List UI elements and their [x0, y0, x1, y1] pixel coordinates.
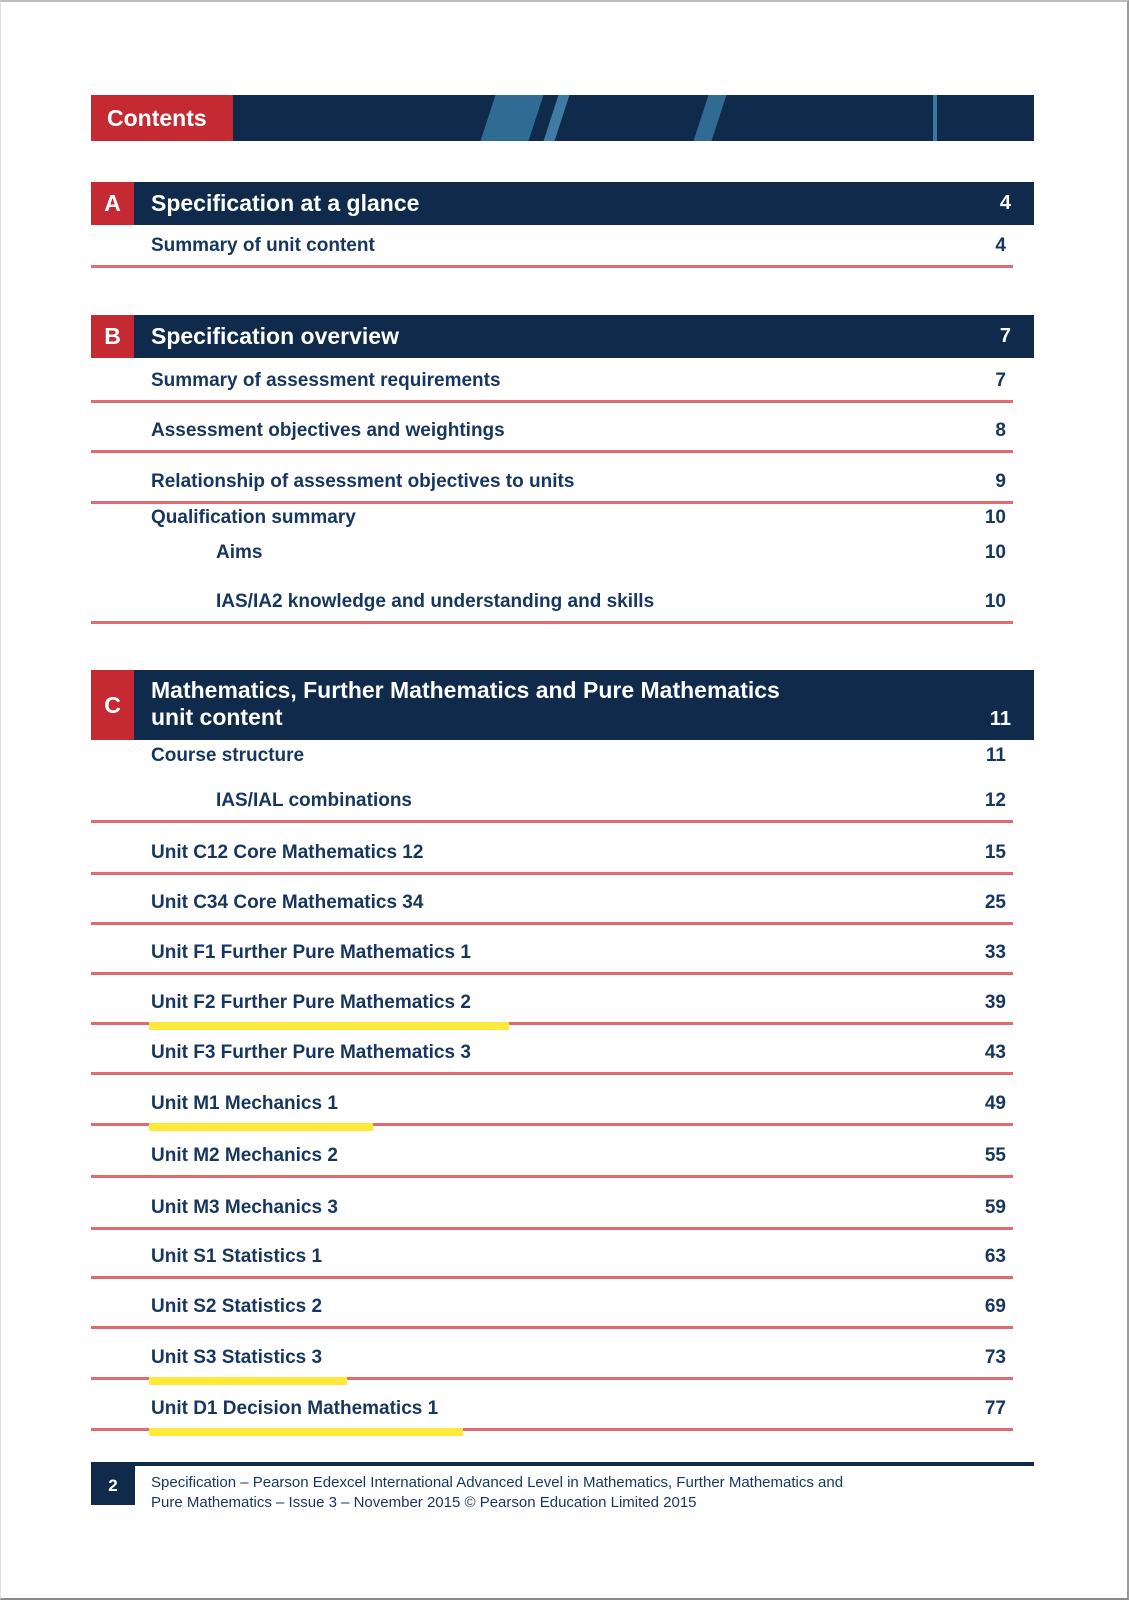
footer-page-number: 2 [91, 1466, 135, 1505]
toc-item-page: 8 [995, 420, 1006, 441]
section-page-number: 4 [999, 192, 1011, 214]
section-title-line2: unit content [151, 704, 283, 730]
toc-item-label: Unit F2 Further Pure Mathematics 2 [151, 992, 471, 1013]
toc-item[interactable]: Unit C34 Core Mathematics 34 25 [91, 875, 1013, 925]
highlight-mark [149, 1123, 373, 1131]
toc-item[interactable]: Course structure 11 [91, 740, 1013, 778]
section-title-line1: Mathematics, Further Mathematics and Pur… [151, 677, 780, 703]
toc-item[interactable]: Unit S1 Statistics 1 63 [91, 1230, 1013, 1279]
toc-item-page: 63 [984, 1246, 1006, 1267]
footer-text: Specification – Pearson Edexcel Internat… [135, 1466, 843, 1513]
toc-item[interactable]: Unit S2 Statistics 2 69 [91, 1279, 1013, 1329]
toc-item[interactable]: Qualification summary 10 [91, 504, 1013, 540]
banner-stripe [692, 95, 728, 141]
toc-item-page: 43 [984, 1042, 1006, 1063]
toc-item[interactable]: Summary of unit content 4 [91, 225, 1013, 268]
section-letter-badge: C [91, 670, 134, 740]
banner-stripe [479, 95, 545, 141]
toc-item-page: 33 [984, 942, 1006, 963]
toc-item[interactable]: Unit M3 Mechanics 3 59 [91, 1178, 1013, 1230]
toc-item[interactable]: Unit F1 Further Pure Mathematics 1 33 [91, 925, 1013, 975]
toc-item-page: 11 [985, 745, 1006, 766]
toc-item-label: Summary of assessment requirements [151, 370, 501, 391]
toc-item-label: Aims [216, 542, 263, 563]
toc-item[interactable]: Unit S3 Statistics 3 73 [91, 1329, 1013, 1385]
toc-item-page: 25 [984, 892, 1006, 913]
toc-item-label: Unit M2 Mechanics 2 [151, 1145, 338, 1166]
toc-item[interactable]: Unit F2 Further Pure Mathematics 2 39 [91, 975, 1013, 1030]
toc-item-page: 55 [984, 1145, 1006, 1166]
toc-item-page: 9 [995, 471, 1006, 492]
toc-item-page: 69 [984, 1296, 1006, 1317]
highlight-mark [149, 1428, 463, 1436]
toc-item-page: 7 [995, 370, 1006, 391]
toc-item[interactable]: Relationship of assessment objectives to… [91, 453, 1013, 504]
toc-item-page: 59 [984, 1197, 1006, 1218]
toc-item-page: 10 [984, 507, 1006, 528]
contents-banner: Contents [91, 95, 1034, 141]
section-header-b[interactable]: B Specification overview 7 [91, 315, 1034, 358]
toc-item[interactable]: Unit D1 Decision Mathematics 1 77 [91, 1380, 1013, 1436]
toc-item-label: Unit M3 Mechanics 3 [151, 1197, 338, 1218]
toc-item-label: Unit S2 Statistics 2 [151, 1296, 323, 1317]
section-letter-badge: A [91, 182, 134, 225]
toc-item-label: Unit C12 Core Mathematics 12 [151, 842, 424, 863]
toc-item[interactable]: Unit F3 Further Pure Mathematics 3 43 [91, 1025, 1013, 1075]
footer-text-line1: Specification – Pearson Edexcel Internat… [151, 1474, 844, 1491]
toc-item-label: Unit S1 Statistics 1 [151, 1246, 323, 1267]
toc-item-page: 15 [984, 842, 1006, 863]
banner-stripe [542, 95, 571, 141]
toc-item-label: Unit D1 Decision Mathematics 1 [151, 1398, 439, 1419]
banner-decoration [233, 95, 1034, 141]
toc-item-label: Qualification summary [151, 507, 356, 528]
toc-item-page: 10 [984, 542, 1006, 563]
toc-item-page: 10 [984, 591, 1006, 612]
contents-title: Contents [91, 95, 233, 141]
toc-item-page: 12 [984, 790, 1006, 811]
toc-item[interactable]: Unit M2 Mechanics 2 55 [91, 1126, 1013, 1178]
toc-item-page: 77 [984, 1398, 1006, 1419]
footer-rule [91, 1462, 1034, 1466]
toc-item-label: IAS/IA2 knowledge and understanding and … [216, 591, 655, 612]
toc-item-label: Unit C34 Core Mathematics 34 [151, 892, 424, 913]
section-header-a[interactable]: A Specification at a glance 4 [91, 182, 1034, 225]
highlight-mark [149, 1377, 347, 1385]
section-letter-badge: B [91, 315, 134, 358]
toc-item[interactable]: Unit M1 Mechanics 1 49 [91, 1075, 1013, 1131]
section-header-c[interactable]: C Mathematics, Further Mathematics and P… [91, 670, 1034, 740]
section-page-number: 7 [999, 325, 1011, 347]
section-title: Specification overview [151, 323, 399, 349]
section-page-number: 11 [989, 708, 1011, 730]
footer-text-line2: Pure Mathematics – Issue 3 – November 20… [151, 1494, 697, 1511]
toc-item-page: 4 [995, 235, 1006, 256]
toc-item-page: 49 [984, 1093, 1006, 1114]
toc-item-page: 39 [984, 992, 1006, 1013]
toc-item-label: Unit S3 Statistics 3 [151, 1347, 323, 1368]
banner-vertical-line [933, 95, 937, 141]
toc-item-label: Course structure [151, 745, 305, 766]
toc-item[interactable]: IAS/IAL combinations 12 [91, 778, 1013, 823]
contents-page-body: Contents A Specification at a glance 4 S… [91, 95, 1034, 1513]
page-footer: 2 Specification – Pearson Edexcel Intern… [91, 1462, 1034, 1513]
toc-item-label: IAS/IAL combinations [216, 790, 413, 811]
toc-item-label: Unit F1 Further Pure Mathematics 1 [151, 942, 471, 963]
toc-item-page: 73 [984, 1347, 1006, 1368]
toc-item-label: Unit M1 Mechanics 1 [151, 1093, 338, 1114]
toc-item[interactable]: Assessment objectives and weightings 8 [91, 403, 1013, 453]
toc-item-label: Relationship of assessment objectives to… [151, 471, 575, 492]
toc-item-label: Summary of unit content [151, 235, 375, 256]
toc-item[interactable]: Aims 10 [91, 540, 1013, 575]
section-title: Specification at a glance [151, 190, 420, 216]
toc-item-label: Unit F3 Further Pure Mathematics 3 [151, 1042, 471, 1063]
toc-item[interactable]: Unit C12 Core Mathematics 12 15 [91, 823, 1013, 875]
toc-item[interactable]: IAS/IA2 knowledge and understanding and … [91, 575, 1013, 624]
highlight-mark [149, 1022, 509, 1030]
toc-item[interactable]: Summary of assessment requirements 7 [91, 358, 1013, 403]
section-title: Mathematics, Further Mathematics and Pur… [134, 670, 780, 740]
toc-item-label: Assessment objectives and weightings [151, 420, 505, 441]
